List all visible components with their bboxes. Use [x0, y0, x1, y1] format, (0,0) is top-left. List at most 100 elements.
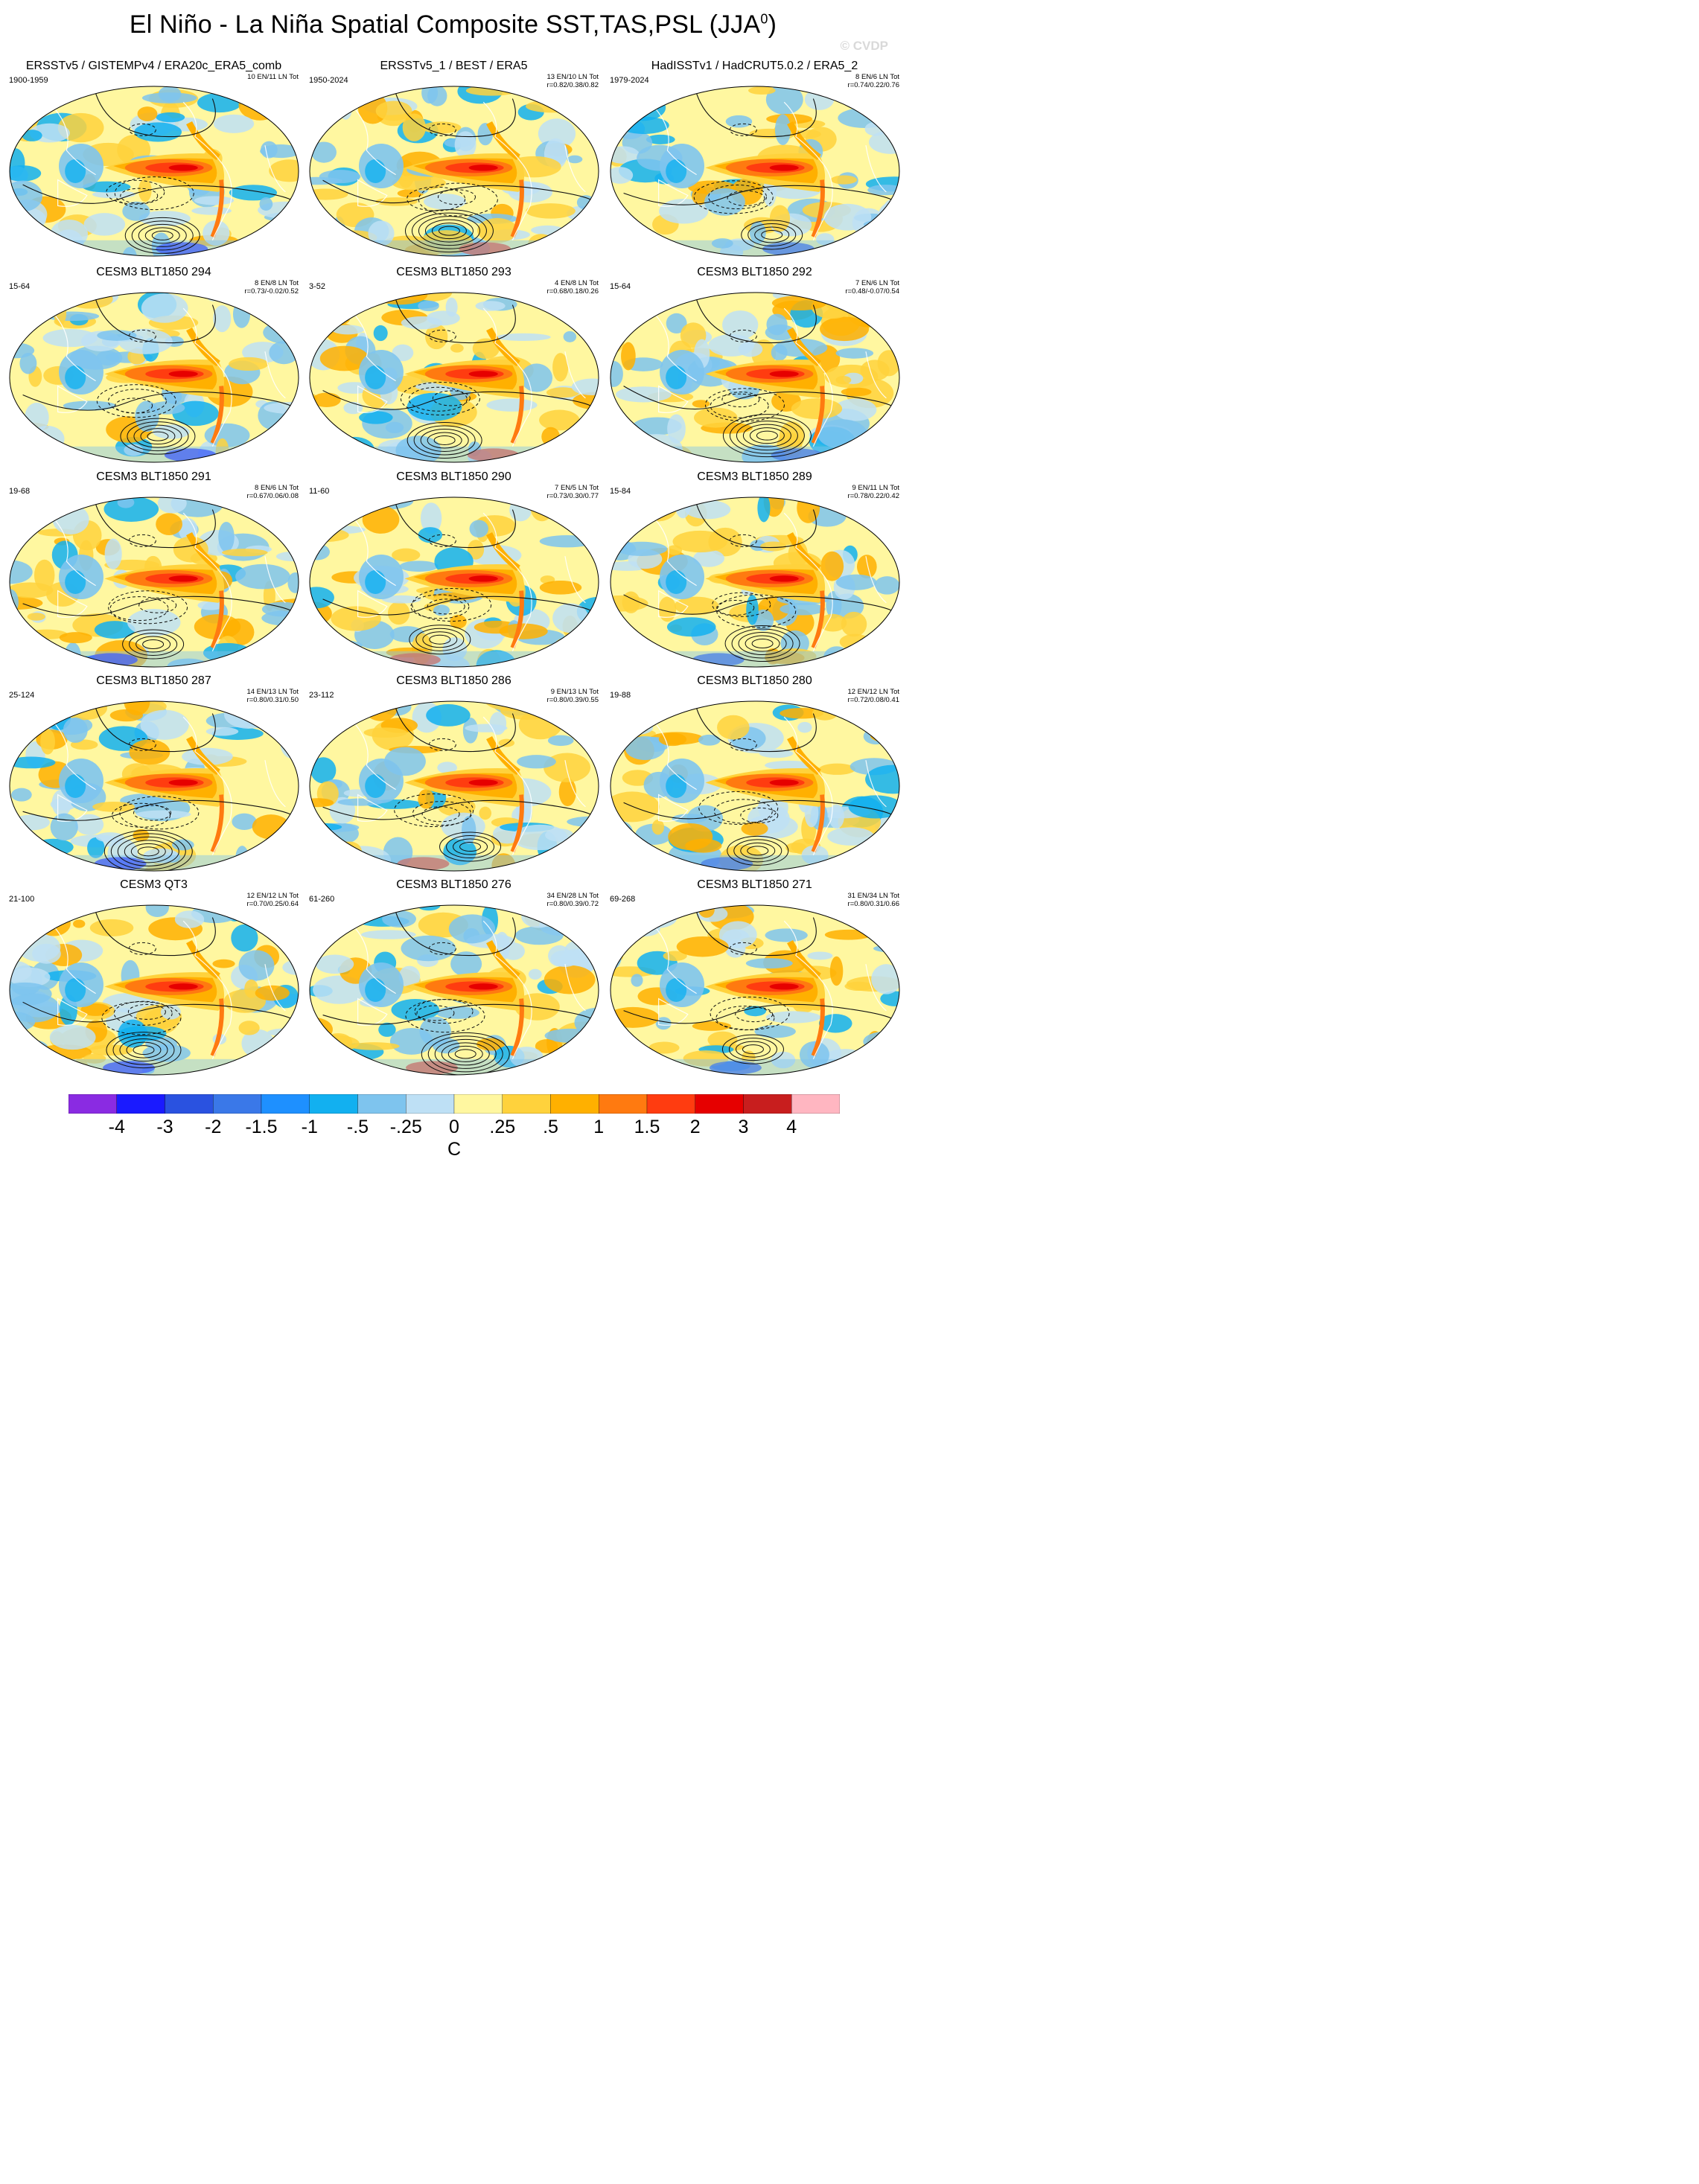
- colorbar-swatch: [646, 1094, 695, 1114]
- panel-stats: 8 EN/6 LN Tot r=0.74/0.22/0.76: [848, 73, 899, 89]
- panel-stats: 8 EN/6 LN Tot r=0.67/0.06/0.08: [247, 484, 299, 500]
- map-panel: CESM3 BLT1850 293 3-52 4 EN/8 LN Tot r=0…: [303, 266, 605, 465]
- panel-title: CESM3 BLT1850 287: [96, 674, 211, 687]
- panel-years: 19-88: [610, 691, 631, 700]
- panel-years: 23-112: [309, 691, 334, 700]
- composite-map: [610, 292, 900, 463]
- panel-stats: 8 EN/8 LN Tot r=0.73/-0.02/0.52: [244, 279, 299, 296]
- panel-years: 1950-2024: [309, 76, 348, 85]
- colorbar-swatch: [406, 1094, 455, 1114]
- colorbar-swatch: [453, 1094, 503, 1114]
- panel-title: CESM3 BLT1850 276: [396, 878, 511, 891]
- panel-title: HadISSTv1 / HadCRUT5.0.2 / ERA5_2: [651, 60, 858, 72]
- map-panel: CESM3 BLT1850 290 11-60 7 EN/5 LN Tot r=…: [303, 470, 605, 670]
- colorbar-swatch: [357, 1094, 407, 1114]
- colorbar-tick-label: 2: [689, 1117, 701, 1137]
- panel-years: 25-124: [9, 691, 35, 700]
- map-panel: ERSSTv5 / GISTEMPv4 / ERA20c_ERA5_comb 1…: [3, 60, 305, 259]
- composite-map: [610, 86, 900, 257]
- colorbar-tick-label: .5: [543, 1117, 558, 1137]
- colorbar-tick-label: -.5: [346, 1117, 369, 1137]
- colorbar-swatch: [743, 1094, 792, 1114]
- colorbar-swatch: [599, 1094, 648, 1114]
- panel-event-counts: 9 EN/11 LN Tot: [852, 484, 899, 492]
- panel-years: 11-60: [309, 487, 330, 496]
- panel-correlations: r=0.73/-0.02/0.52: [244, 287, 299, 296]
- composite-map: [309, 904, 599, 1076]
- colorbar-tick-label: 3: [738, 1117, 749, 1137]
- panel-title: CESM3 BLT1850 286: [396, 674, 511, 687]
- map-panel: CESM3 BLT1850 286 23-112 9 EN/13 LN Tot …: [303, 674, 605, 874]
- colorbar-swatch: [695, 1094, 744, 1114]
- title-close: ): [768, 10, 777, 39]
- colorbar-swatch: [550, 1094, 599, 1114]
- panel-years: 61-260: [309, 895, 335, 904]
- colorbar-tick-label: -2: [205, 1117, 222, 1137]
- panel-title: CESM3 BLT1850 293: [396, 266, 511, 278]
- panel-stats: 7 EN/6 LN Tot r=0.48/-0.07/0.54: [845, 279, 899, 296]
- composite-map: [9, 904, 299, 1076]
- panel-event-counts: 12 EN/12 LN Tot: [246, 892, 299, 900]
- colorbar-swatch: [502, 1094, 551, 1114]
- panel-stats: 14 EN/13 LN Tot r=0.80/0.31/0.50: [246, 688, 299, 704]
- panel-stats: 7 EN/5 LN Tot r=0.73/0.30/0.77: [547, 484, 599, 500]
- watermark: © CVDP: [840, 39, 888, 53]
- panel-stats: 4 EN/8 LN Tot r=0.68/0.18/0.26: [547, 279, 599, 296]
- panel-correlations: r=0.82/0.38/0.82: [546, 81, 599, 89]
- panel-correlations: r=0.74/0.22/0.76: [847, 81, 899, 89]
- panel-title: CESM3 BLT1850 271: [697, 878, 812, 891]
- title-superscript: 0: [760, 11, 768, 27]
- colorbar-tick-label: 0: [449, 1117, 459, 1137]
- panel-years: 69-268: [610, 895, 636, 904]
- map-panel: CESM3 BLT1850 280 19-88 12 EN/12 LN Tot …: [604, 674, 905, 874]
- composite-map: [610, 496, 900, 668]
- panel-title: CESM3 BLT1850 280: [697, 674, 812, 687]
- panel-correlations: r=0.73/0.30/0.77: [546, 492, 599, 500]
- panel-event-counts: 7 EN/6 LN Tot: [855, 279, 899, 287]
- panel-title: ERSSTv5_1 / BEST / ERA5: [380, 60, 528, 72]
- panel-correlations: r=0.68/0.18/0.26: [546, 287, 599, 296]
- map-panel: CESM3 BLT1850 294 15-64 8 EN/8 LN Tot r=…: [3, 266, 305, 465]
- panel-correlations: r=0.48/-0.07/0.54: [845, 287, 899, 296]
- panel-stats: 9 EN/11 LN Tot r=0.78/0.22/0.42: [848, 484, 899, 500]
- panel-stats: 34 EN/28 LN Tot r=0.80/0.39/0.72: [546, 892, 599, 908]
- composite-map: [9, 86, 299, 257]
- colorbar-swatch: [116, 1094, 165, 1114]
- colorbar-unit: C: [447, 1139, 462, 1160]
- panel-title: CESM3 BLT1850 289: [697, 470, 812, 483]
- colorbar-swatch: [68, 1094, 117, 1114]
- panel-title: CESM3 QT3: [120, 878, 188, 891]
- panel-correlations: r=0.80/0.39/0.72: [546, 900, 599, 908]
- panel-event-counts: 14 EN/13 LN Tot: [246, 688, 299, 696]
- panel-title: CESM3 BLT1850 291: [96, 470, 211, 483]
- panel-title: CESM3 BLT1850 294: [96, 266, 211, 278]
- panel-stats: 13 EN/10 LN Tot r=0.82/0.38/0.82: [546, 73, 599, 89]
- panel-stats: 9 EN/13 LN Tot r=0.80/0.39/0.55: [547, 688, 599, 704]
- panel-correlations: r=0.80/0.31/0.66: [847, 900, 899, 908]
- map-panel: CESM3 QT3 21-100 12 EN/12 LN Tot r=0.70/…: [3, 878, 305, 1078]
- colorbar-tick-label: .25: [489, 1117, 516, 1137]
- figure-title: El Niño - La Niña Spatial Composite SST,…: [0, 10, 906, 39]
- composite-map: [610, 904, 900, 1076]
- composite-map: [9, 496, 299, 668]
- panel-event-counts: 12 EN/12 LN Tot: [847, 688, 899, 696]
- panel-event-counts: 4 EN/8 LN Tot: [555, 279, 599, 287]
- panel-correlations: r=0.78/0.22/0.42: [847, 492, 899, 500]
- composite-map: [309, 700, 599, 872]
- panel-stats: 12 EN/12 LN Tot r=0.70/0.25/0.64: [246, 892, 299, 908]
- map-panel: CESM3 BLT1850 291 19-68 8 EN/6 LN Tot r=…: [3, 470, 305, 670]
- map-panel: CESM3 BLT1850 271 69-268 31 EN/34 LN Tot…: [604, 878, 905, 1078]
- colorbar-swatch: [261, 1094, 310, 1114]
- panel-event-counts: 8 EN/6 LN Tot: [855, 73, 899, 81]
- panel-title: CESM3 BLT1850 292: [697, 266, 812, 278]
- colorbar-tick-label: 1.5: [634, 1117, 660, 1137]
- map-panel: ERSSTv5_1 / BEST / ERA5 1950-2024 13 EN/…: [303, 60, 605, 259]
- colorbar-tick-label: -4: [108, 1117, 125, 1137]
- composite-map: [9, 292, 299, 463]
- panel-title: ERSSTv5 / GISTEMPv4 / ERA20c_ERA5_comb: [25, 60, 282, 72]
- panel-event-counts: 7 EN/5 LN Tot: [555, 484, 599, 492]
- panel-event-counts: 10 EN/11 LN Tot: [247, 73, 299, 81]
- panel-years: 3-52: [309, 282, 326, 291]
- composite-map: [9, 700, 299, 872]
- panel-event-counts: 34 EN/28 LN Tot: [546, 892, 599, 900]
